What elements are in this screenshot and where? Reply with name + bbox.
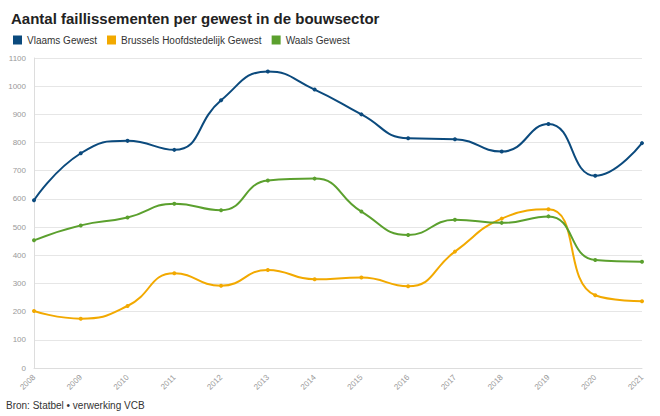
svg-text:2019: 2019 — [533, 372, 552, 391]
svg-text:2015: 2015 — [346, 372, 365, 391]
svg-text:2013: 2013 — [252, 372, 271, 391]
svg-text:500: 500 — [13, 223, 27, 232]
svg-text:2014: 2014 — [299, 372, 318, 391]
svg-text:Aantal faillissementen per gew: Aantal faillissementen per gewest in de … — [11, 10, 380, 27]
svg-text:200: 200 — [13, 307, 27, 316]
svg-text:600: 600 — [13, 194, 27, 203]
svg-text:2012: 2012 — [205, 372, 224, 391]
svg-text:2008: 2008 — [18, 372, 37, 391]
svg-text:0: 0 — [22, 364, 27, 373]
svg-text:Vlaams Gewest: Vlaams Gewest — [27, 35, 97, 46]
svg-text:400: 400 — [13, 251, 27, 260]
svg-text:2009: 2009 — [65, 372, 84, 391]
svg-text:100: 100 — [13, 335, 27, 344]
svg-text:Brussels Hoofdstedelijk Gewest: Brussels Hoofdstedelijk Gewest — [121, 35, 262, 46]
svg-text:2010: 2010 — [112, 372, 131, 391]
svg-text:1000: 1000 — [8, 82, 26, 91]
svg-text:2011: 2011 — [159, 372, 178, 391]
svg-text:2021: 2021 — [626, 372, 645, 391]
svg-text:1100: 1100 — [9, 54, 27, 63]
svg-text:900: 900 — [13, 110, 27, 119]
svg-text:2018: 2018 — [486, 372, 505, 391]
svg-text:300: 300 — [13, 279, 27, 288]
svg-text:800: 800 — [13, 138, 27, 147]
svg-text:Waals Gewest: Waals Gewest — [286, 35, 350, 46]
svg-text:2017: 2017 — [439, 372, 458, 391]
svg-text:2020: 2020 — [579, 372, 598, 391]
svg-text:Bron: Statbel • verwerking VCB: Bron: Statbel • verwerking VCB — [6, 400, 145, 411]
svg-text:2016: 2016 — [392, 372, 411, 391]
svg-text:700: 700 — [13, 166, 27, 175]
